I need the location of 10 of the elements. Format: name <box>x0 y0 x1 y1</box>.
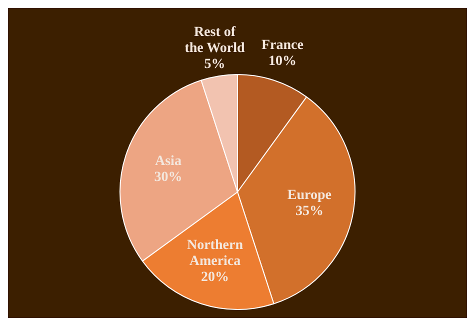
data-label: 30% <box>154 170 182 186</box>
data-label: 10% <box>268 54 296 70</box>
slice-label: Europe <box>287 188 332 204</box>
slice-label: Northern America <box>186 238 244 269</box>
data-label: 35% <box>295 204 324 220</box>
slice-label: Asia <box>154 154 182 170</box>
data-label: 20% <box>200 270 229 285</box>
data-label: 5% <box>204 56 226 72</box>
slice-label: Rest of the World <box>184 24 245 56</box>
slice-label: France <box>261 38 304 54</box>
